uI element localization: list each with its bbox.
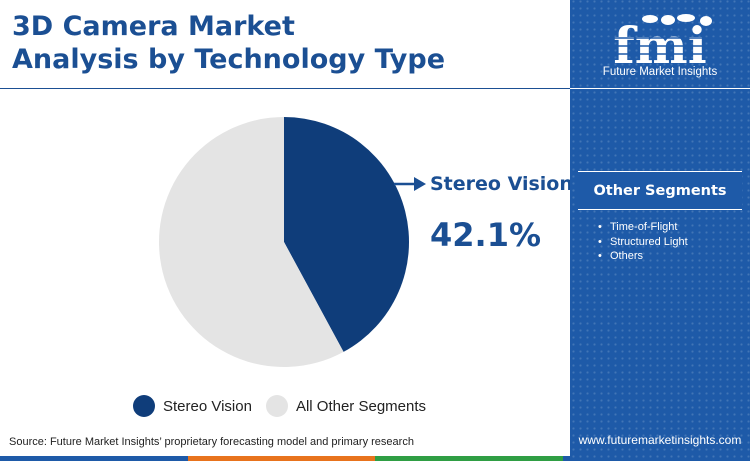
pie-chart-svg (159, 117, 410, 367)
logo-caption: Future Market Insights (602, 66, 718, 78)
callout-value: 42.1% (430, 216, 542, 254)
pie-chart (155, 113, 413, 371)
other-segments-list: Time-of-Flight Structured Light Others (598, 220, 688, 264)
list-item: Structured Light (598, 235, 688, 250)
pie-slice-all-other-segments (159, 117, 344, 367)
callout-arrow-icon (394, 177, 426, 191)
chart-legend: Stereo Vision All Other Segments (133, 395, 426, 417)
website-link[interactable]: www.futuremarketinsights.com (578, 433, 742, 447)
title-divider (0, 88, 570, 89)
title-line-1: 3D Camera Market (12, 11, 295, 42)
source-note: Source: Future Market Insights’ propriet… (9, 436, 414, 448)
legend-label-stereo-vision: Stereo Vision (163, 397, 252, 415)
other-segments-heading-box: Other Segments (578, 171, 742, 210)
legend-swatch-all-other-segments (265, 395, 288, 417)
fmi-logo: fmi (598, 14, 723, 75)
legend-swatch-stereo-vision (133, 395, 155, 417)
panel-divider (570, 88, 750, 89)
legend-item-all-other-segments: All Other Segments (265, 395, 427, 417)
list-item: Time-of-Flight (598, 220, 688, 235)
legend-item-stereo-vision: Stereo Vision (133, 395, 252, 417)
brand-side-panel: fmi Future Market Insights Other Segment… (570, 0, 750, 461)
page-title: 3D Camera Market Analysis by Technology … (12, 10, 532, 76)
legend-label-all-other-segments: All Other Segments (295, 397, 427, 415)
callout-label: Stereo Vision (430, 173, 573, 195)
list-item: Others (598, 249, 688, 264)
title-line-2: Analysis by Technology Type (12, 44, 446, 75)
pie-slice-stereo-vision (284, 117, 410, 352)
other-segments-title: Other Segments (593, 182, 727, 199)
